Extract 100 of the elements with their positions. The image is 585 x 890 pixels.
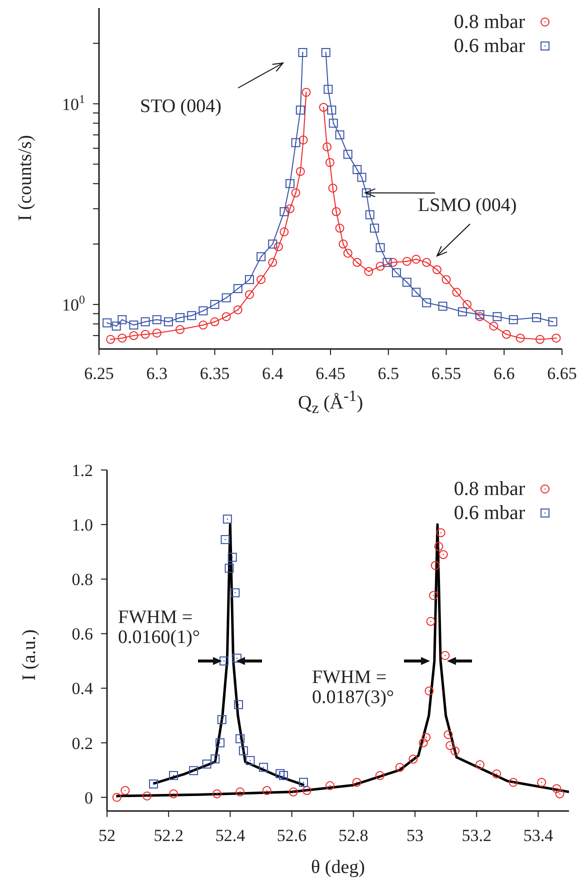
- point: [176, 313, 185, 322]
- point: [291, 188, 300, 198]
- point: [280, 227, 289, 236]
- y-tick-label: 1.0: [72, 516, 93, 535]
- point: [343, 248, 352, 258]
- point: [278, 771, 288, 780]
- point: [328, 118, 338, 128]
- point: [169, 771, 178, 780]
- point: [276, 769, 285, 778]
- point: [327, 106, 336, 115]
- x-tick-label: 6.25: [84, 364, 114, 383]
- point: [299, 778, 308, 787]
- point: [129, 320, 138, 330]
- point: [321, 48, 330, 58]
- point: [234, 700, 244, 710]
- y-axis-title: I (counts/s): [15, 134, 37, 222]
- x-tick-label: 6.5: [378, 364, 399, 383]
- annotation: LSMO (004): [418, 195, 517, 216]
- point: [362, 188, 371, 198]
- annotation: STO (004): [140, 96, 222, 117]
- point: [422, 258, 432, 267]
- point: [268, 240, 278, 249]
- point: [552, 334, 561, 343]
- x-tick-label: 53.4: [523, 826, 554, 845]
- annotation: FWHM = 0.0160(1)°: [118, 607, 200, 648]
- x-tick-label: 52.2: [154, 826, 184, 845]
- point: [238, 746, 248, 756]
- point: [462, 300, 472, 309]
- point: [210, 317, 220, 326]
- point: [222, 514, 232, 524]
- point: [424, 686, 434, 696]
- point: [222, 312, 231, 322]
- point: [412, 288, 421, 297]
- point: [140, 330, 150, 339]
- y-tick-label: 0.2: [72, 734, 93, 753]
- annotation: FWHM = 0.0187(3)°: [312, 667, 394, 708]
- point: [438, 550, 448, 560]
- point: [438, 302, 448, 311]
- point: [325, 158, 334, 167]
- point: [140, 317, 150, 326]
- y-tick-label: 0: [84, 788, 93, 808]
- legend-label: 0.6 mbar: [454, 34, 525, 58]
- point: [288, 787, 298, 796]
- x-tick-label: 6.45: [316, 364, 346, 383]
- point: [118, 315, 127, 324]
- x-tick-label: 52.8: [338, 826, 368, 845]
- point: [548, 317, 558, 326]
- point: [434, 542, 444, 551]
- point: [325, 781, 334, 790]
- point: [502, 330, 511, 339]
- point: [298, 48, 308, 58]
- point: [152, 315, 162, 324]
- point: [440, 651, 450, 660]
- point: [335, 130, 344, 140]
- point: [233, 305, 242, 314]
- point: [102, 318, 112, 328]
- point: [428, 590, 438, 600]
- point: [236, 734, 245, 744]
- point: [106, 334, 116, 344]
- x-tick-label: 52.6: [276, 826, 307, 845]
- point: [370, 224, 379, 233]
- point: [216, 738, 225, 748]
- point: [376, 243, 385, 252]
- y-tick-label: 0.8: [72, 570, 93, 590]
- x-tick-label: 6.6: [494, 364, 515, 383]
- point: [458, 307, 467, 316]
- point: [446, 741, 455, 750]
- point: [324, 84, 333, 94]
- point: [291, 138, 300, 148]
- point: [357, 172, 366, 182]
- point: [552, 784, 562, 794]
- point: [402, 278, 412, 287]
- point: [217, 715, 226, 724]
- point: [212, 789, 222, 798]
- point: [395, 762, 404, 772]
- point: [508, 778, 518, 787]
- point: [210, 300, 220, 309]
- y-tick-label: 10$^{1}$: [62, 92, 86, 114]
- point: [376, 262, 385, 271]
- point: [112, 792, 122, 802]
- point: [232, 654, 242, 663]
- point: [536, 334, 545, 344]
- x-tick-label: 6.35: [200, 364, 230, 383]
- point: [112, 322, 121, 331]
- x-tick-label: 52.4: [215, 826, 246, 845]
- point: [408, 754, 418, 764]
- x-tick-label: 52: [98, 826, 116, 845]
- point: [555, 789, 564, 798]
- point: [262, 786, 272, 796]
- point: [220, 656, 229, 666]
- x-tick-label: 6.3: [146, 364, 168, 383]
- y-tick-label: 0.6: [72, 624, 93, 644]
- x-tick-label: 6.65: [547, 364, 577, 383]
- point: [516, 334, 525, 343]
- point: [388, 258, 398, 267]
- point: [280, 207, 289, 216]
- point: [426, 616, 436, 626]
- point: [176, 325, 185, 334]
- point: [418, 738, 428, 748]
- point: [432, 265, 442, 274]
